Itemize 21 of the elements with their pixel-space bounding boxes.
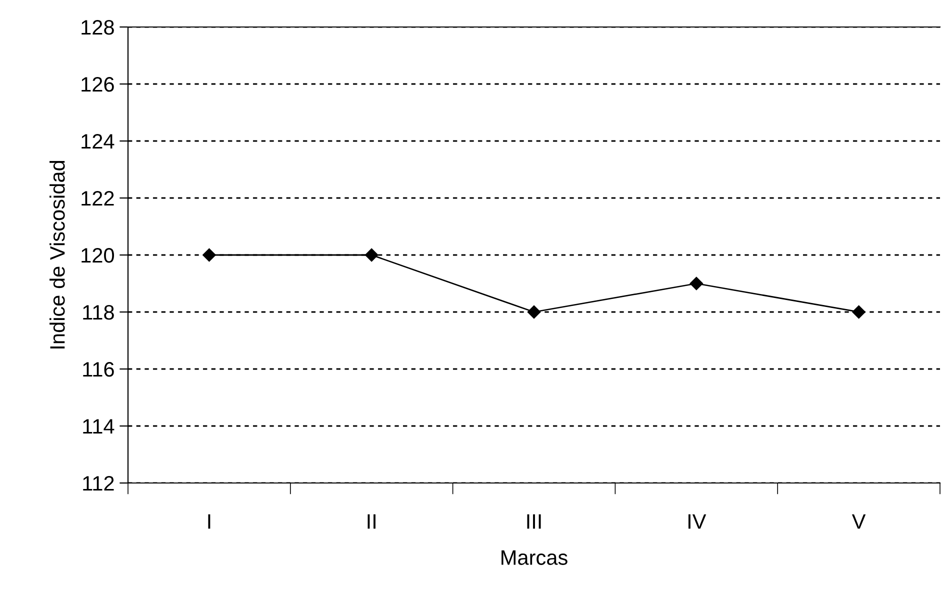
point [690,276,703,290]
y-tick-label: 126 [82,77,114,92]
point [527,305,541,319]
y-tick-label: 116 [83,362,114,377]
x-tick-label: I [208,514,210,529]
y-axis-title: Indice de Viscosidad [50,160,65,348]
y-tick-label: 112 [83,476,114,491]
point [202,248,216,262]
x-tick-label: III [527,514,541,529]
y-tick-label: 122 [82,191,114,206]
x-tick-label: IV [688,514,706,529]
y-tick-label: 120 [82,248,114,263]
y-tick-label: 114 [83,419,114,434]
x-tick-label: V [852,514,866,529]
point [852,305,866,319]
point [365,248,378,262]
y-tick-label: 124 [82,134,114,149]
y-tick-label: 118 [83,305,114,320]
y-tick-label: 128 [82,20,114,35]
x-axis-title: Marcas [502,550,568,565]
x-tick-label: II [368,514,376,529]
